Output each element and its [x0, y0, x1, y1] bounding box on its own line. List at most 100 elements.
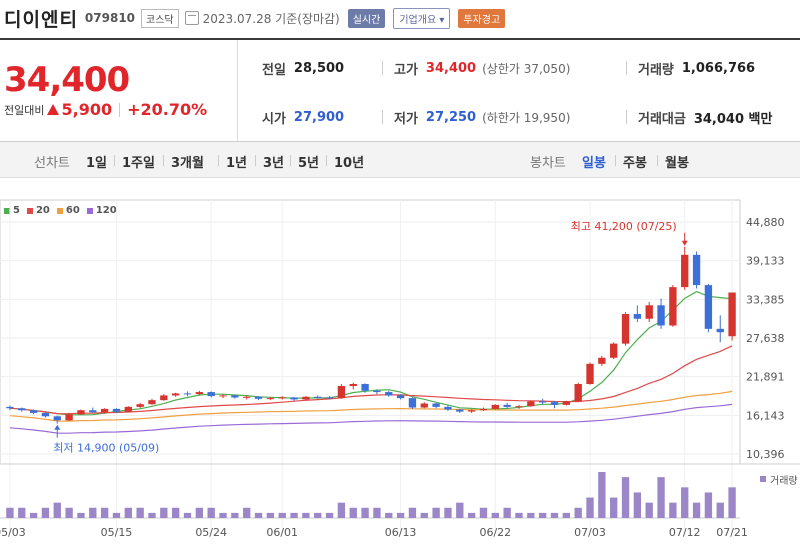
tab-daily[interactable]: 일봉 [582, 156, 606, 171]
stat-value: 1,066,766 [681, 61, 756, 76]
volume-bar [586, 497, 594, 518]
candle-body [432, 403, 440, 407]
company-info-button[interactable]: 기업개요 ▾ [393, 7, 451, 29]
candle-body [160, 395, 168, 401]
volume-bar [18, 507, 26, 518]
change-percent: +20.70% [127, 100, 208, 119]
divider [382, 61, 383, 75]
legend-swatch [26, 207, 33, 214]
volume-bar [373, 507, 381, 518]
tab-1y[interactable]: 1년 [226, 156, 248, 171]
legend-swatch [86, 207, 93, 214]
legend-item: 5 [4, 205, 20, 216]
candle-body [77, 410, 85, 415]
volume-bar [503, 507, 511, 518]
stat-open: 시가 27,900 [262, 108, 344, 127]
realtime-button[interactable]: 실시간 [347, 8, 386, 28]
volume-bar [728, 487, 736, 518]
candle-body [207, 392, 215, 397]
y-tick-label: 39,133 [746, 255, 785, 268]
tab-monthly[interactable]: 월봉 [665, 156, 689, 171]
candle-body [503, 404, 511, 407]
candle-body [716, 328, 724, 333]
divider [218, 155, 219, 166]
volume-bar [692, 502, 701, 518]
candle-body [183, 393, 192, 395]
candle-chart-label: 봉차트 [530, 156, 566, 171]
tab-10y[interactable]: 10년 [334, 156, 365, 171]
volume-bar [444, 507, 452, 518]
candle-body [18, 408, 26, 411]
candle-body [112, 408, 121, 412]
stat-label: 시가 [262, 112, 286, 127]
upper-limit: (상한가 37,050) [482, 62, 571, 76]
volume-bar [610, 497, 618, 518]
x-tick-label: 05/15 [101, 526, 133, 539]
up-triangle-icon [47, 104, 60, 115]
volume-bar [207, 507, 215, 518]
volume-bar [148, 512, 156, 518]
volume-bar [621, 477, 630, 518]
candle-body [278, 397, 286, 399]
x-tick-label: 06/13 [385, 526, 417, 539]
volume-bar [385, 512, 393, 518]
tab-1d[interactable]: 1일 [86, 156, 108, 171]
volume-bar [420, 512, 428, 518]
volume-bar [65, 507, 73, 518]
volume-bar [302, 512, 310, 518]
ma-line [9, 390, 733, 422]
candle-body [100, 408, 109, 413]
divider [626, 110, 627, 124]
candle-body [657, 305, 665, 326]
volume-bar [219, 512, 227, 518]
price-chart[interactable]: 44,880 39,133 33,385 27,638 21,891 16,143 10,3… [0, 178, 800, 545]
tab-weekly[interactable]: 주봉 [623, 156, 647, 171]
candle-body [41, 412, 50, 417]
candle-body [645, 305, 653, 319]
candle-body [385, 392, 393, 396]
volume-bar [290, 512, 298, 518]
stat-label: 거래량 [638, 63, 674, 78]
axes: 44,880 39,133 33,385 27,638 21,891 16,143 10,3… [0, 216, 798, 539]
tab-3y[interactable]: 3년 [263, 156, 285, 171]
price-change: 전일대비 5,900 +20.70% [4, 100, 207, 119]
tab-3m[interactable]: 3개월 [171, 156, 204, 171]
volume-bar [704, 492, 713, 518]
candle-body [325, 397, 334, 399]
volume-bar [396, 512, 405, 518]
volume-bar [479, 507, 488, 518]
volume-bar [456, 502, 464, 518]
candle-body [337, 386, 346, 399]
volume-bar [100, 507, 109, 518]
diff-label: 전일대비 [4, 103, 45, 117]
divider [255, 155, 256, 166]
tab-5y[interactable]: 5년 [298, 156, 320, 171]
volume-bar [89, 507, 97, 518]
volume-bar [538, 512, 547, 518]
legend-label: 20 [35, 205, 50, 216]
volume-bar [160, 507, 168, 518]
stat-volume: 거래량 1,066,766 [638, 59, 755, 78]
volume-bar [574, 507, 582, 518]
candle-body [491, 404, 499, 409]
volume-bar [243, 507, 251, 518]
candle-body [527, 401, 535, 407]
volume-bar [337, 502, 346, 518]
investment-warning-badge: 투자경고 [458, 8, 506, 28]
volume-bar [432, 507, 440, 518]
stat-value: 34,400 [425, 61, 477, 76]
price-box: 34,400 전일대비 5,900 +20.70% [0, 40, 238, 141]
candle-body [420, 403, 428, 408]
ma-line [9, 403, 733, 434]
line-chart-label: 선차트 [34, 156, 70, 171]
candle-body [136, 404, 144, 407]
chart-tabs: 선차트 1일 1주일 3개월 1년 3년 5년 10년 봉차트 일봉 주봉 월봉 [0, 142, 800, 178]
stock-name: 디이엔티 [4, 8, 78, 31]
y-tick-label: 27,638 [746, 332, 785, 345]
stat-value: 27,900 [293, 110, 345, 125]
tab-1w[interactable]: 1주일 [122, 156, 155, 171]
volume-bar [124, 507, 132, 518]
y-tick-label: 16,143 [746, 409, 785, 422]
legend-item: 120 [86, 205, 117, 216]
volume-bar [136, 507, 144, 518]
